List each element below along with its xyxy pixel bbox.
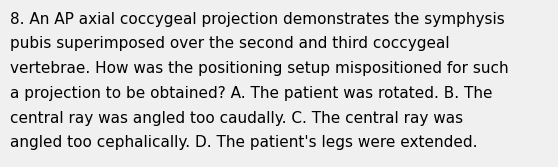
Text: 8. An AP axial coccygeal projection demonstrates the symphysis: 8. An AP axial coccygeal projection demo…	[10, 12, 505, 27]
Text: a projection to be obtained? A. The patient was rotated. B. The: a projection to be obtained? A. The pati…	[10, 86, 493, 101]
Text: vertebrae. How was the positioning setup mispositioned for such: vertebrae. How was the positioning setup…	[10, 61, 509, 76]
Text: angled too cephalically. D. The patient's legs were extended.: angled too cephalically. D. The patient'…	[10, 135, 478, 150]
Text: pubis superimposed over the second and third coccygeal: pubis superimposed over the second and t…	[10, 36, 450, 51]
Text: central ray was angled too caudally. C. The central ray was: central ray was angled too caudally. C. …	[10, 111, 463, 126]
